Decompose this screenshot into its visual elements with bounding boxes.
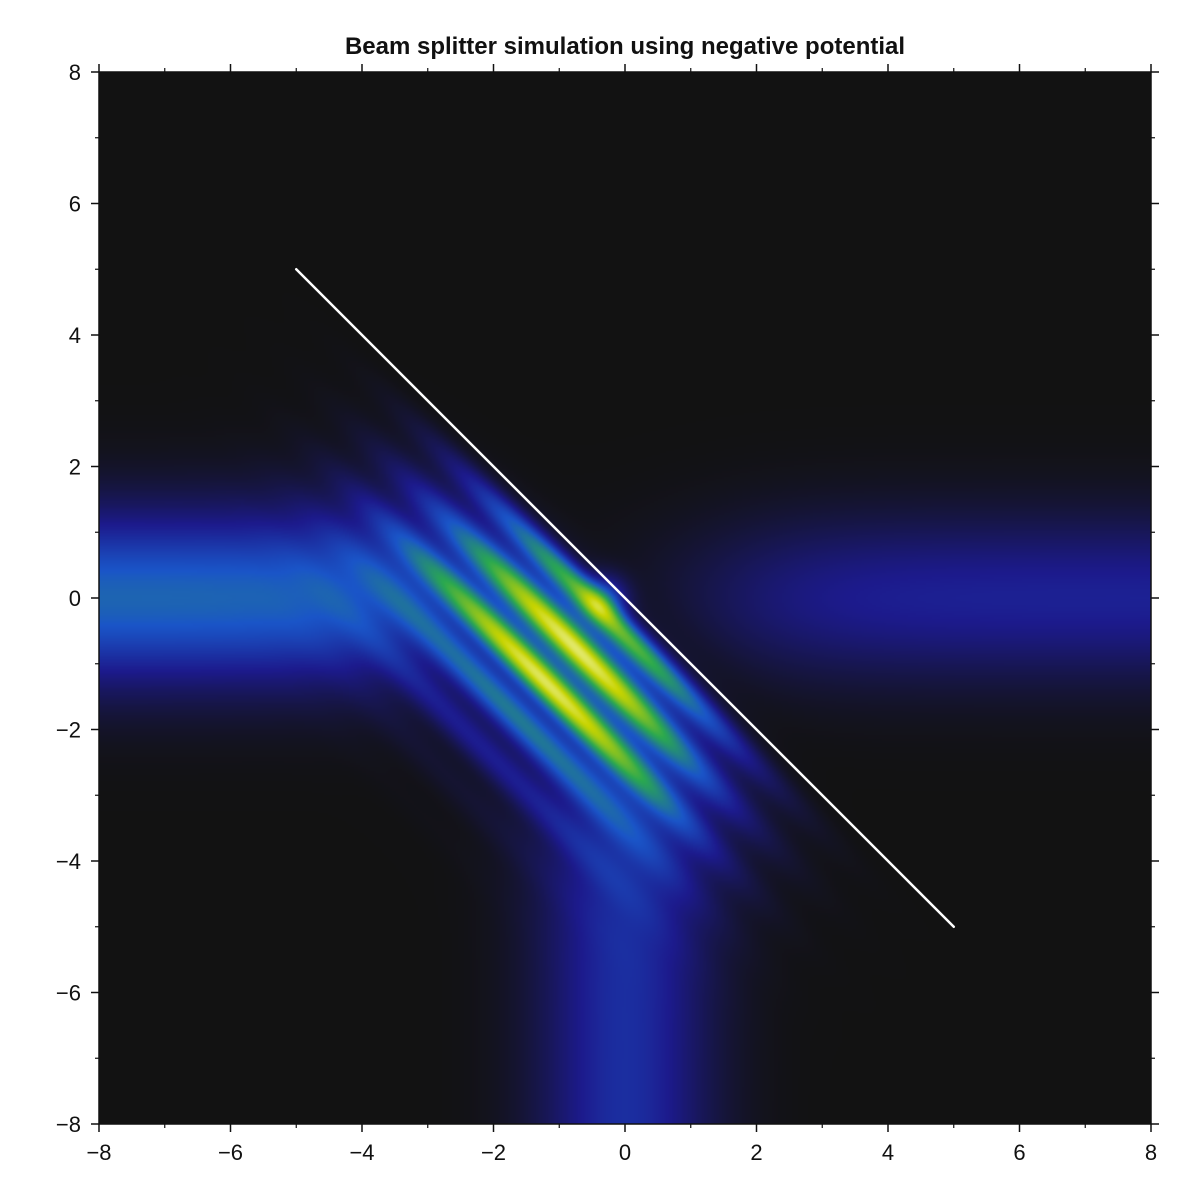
x-tick-label: 8 bbox=[1145, 1140, 1157, 1165]
x-tick-label: 2 bbox=[750, 1140, 762, 1165]
x-tick-label: −2 bbox=[481, 1140, 506, 1165]
x-tick-label: −4 bbox=[349, 1140, 374, 1165]
y-tick-label: −8 bbox=[56, 1112, 81, 1137]
x-tick-label: −6 bbox=[218, 1140, 243, 1165]
chart-title: Beam splitter simulation using negative … bbox=[344, 33, 906, 60]
y-tick-label: 8 bbox=[69, 60, 81, 85]
y-tick-label: 6 bbox=[69, 192, 81, 217]
y-tick-label: 0 bbox=[69, 586, 81, 611]
plot-area bbox=[99, 72, 1151, 1124]
x-tick-label: 6 bbox=[1013, 1140, 1025, 1165]
heatmap-image bbox=[99, 72, 1151, 1124]
x-tick-label: −8 bbox=[86, 1140, 111, 1165]
x-tick-label: 0 bbox=[619, 1140, 631, 1165]
y-tick-label: −6 bbox=[56, 981, 81, 1006]
x-tick-label: 4 bbox=[882, 1140, 894, 1165]
y-tick-label: −2 bbox=[56, 718, 81, 743]
y-tick-label: 4 bbox=[69, 323, 81, 348]
y-tick-label: −4 bbox=[56, 849, 81, 874]
y-tick-label: 2 bbox=[69, 455, 81, 480]
